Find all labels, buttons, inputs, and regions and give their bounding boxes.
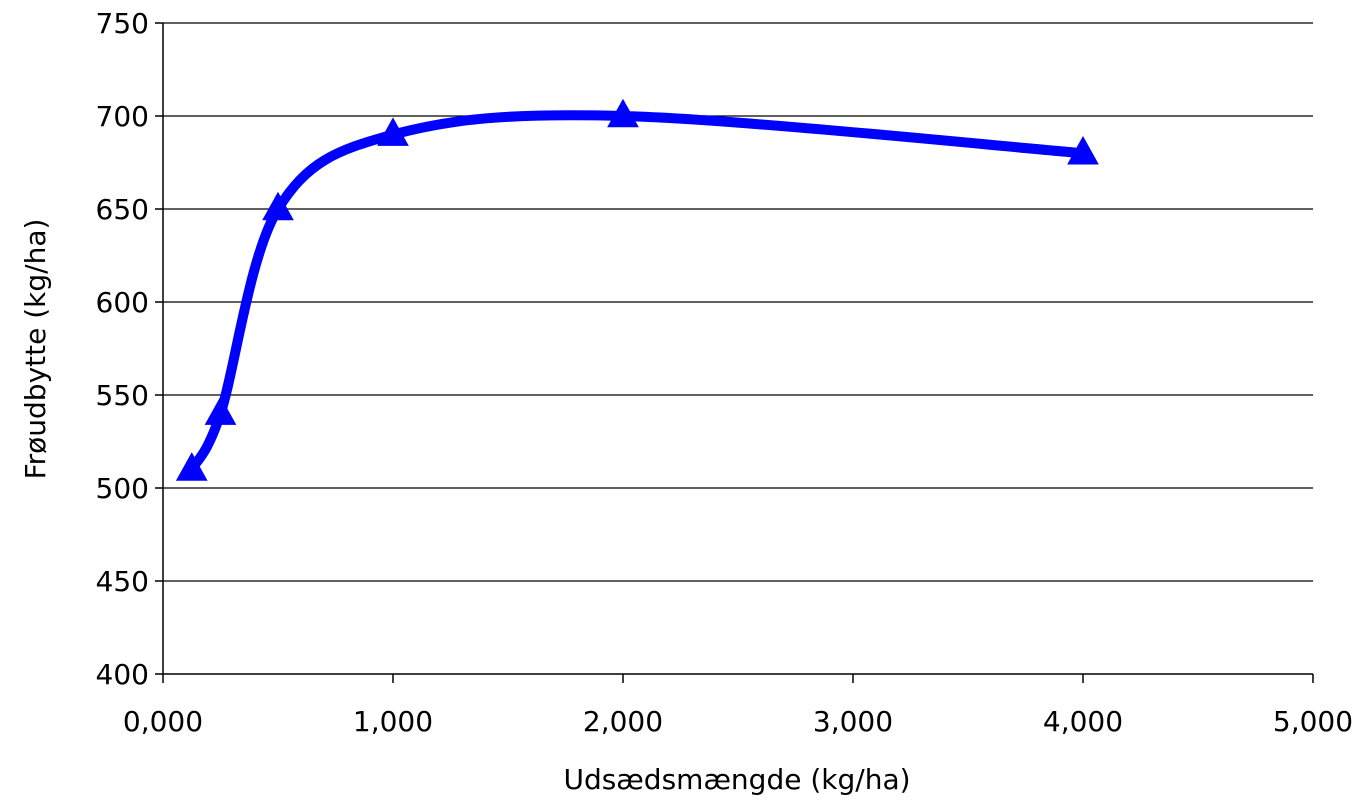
y-tick-label: 550 bbox=[96, 379, 149, 412]
data-point-marker bbox=[1067, 135, 1099, 165]
y-axis-title: Frøudbytte (kg/ha) bbox=[19, 219, 52, 480]
data-point-marker bbox=[175, 452, 208, 481]
series-layer bbox=[175, 98, 1099, 481]
x-tick-label: 4,000 bbox=[1043, 705, 1123, 738]
y-tick-label: 700 bbox=[96, 100, 149, 133]
y-tick-label: 600 bbox=[96, 286, 149, 319]
data-point-marker bbox=[377, 117, 409, 146]
y-tick-label: 750 bbox=[96, 7, 149, 40]
y-tick-label: 450 bbox=[96, 565, 149, 598]
grid-lines bbox=[163, 22, 1313, 582]
data-point-marker bbox=[607, 98, 639, 128]
x-tick-label: 0,000 bbox=[123, 705, 203, 738]
tick-labels: 400 450 500 550 600 650 700 750 0,000 1,000 2,000 3… bbox=[96, 7, 1354, 738]
y-tick-label: 500 bbox=[96, 472, 149, 505]
series-line bbox=[186, 110, 1088, 475]
data-point-marker bbox=[204, 396, 237, 425]
axes bbox=[155, 22, 1314, 683]
x-tick-label: 5,000 bbox=[1273, 705, 1353, 738]
x-tick-label: 1,000 bbox=[353, 705, 433, 738]
x-tick-label: 2,000 bbox=[583, 705, 663, 738]
x-tick-label: 3,000 bbox=[813, 705, 893, 738]
y-tick-label: 400 bbox=[96, 658, 149, 691]
y-tick-label: 650 bbox=[96, 193, 149, 226]
data-point-marker bbox=[262, 191, 294, 221]
x-axis-title: Udsædsmængde (kg/ha) bbox=[563, 763, 910, 796]
